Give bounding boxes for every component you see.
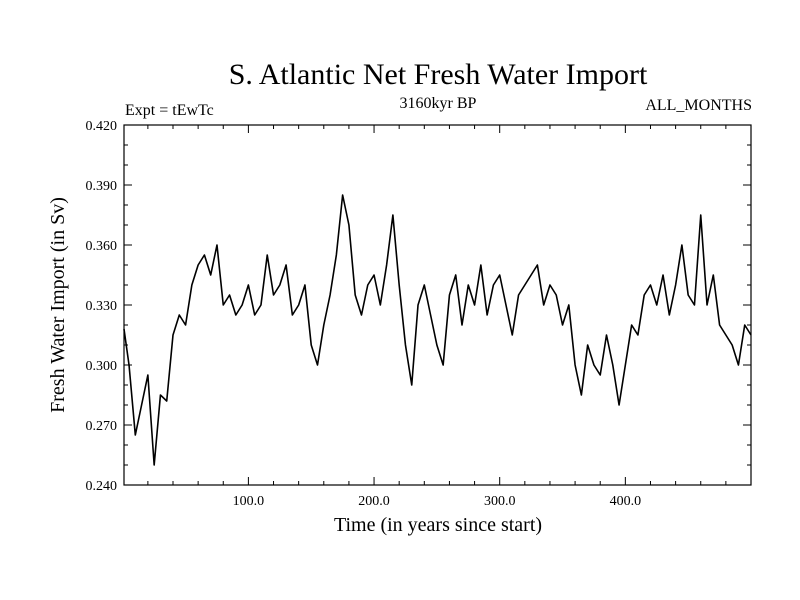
y-tick-label: 0.330	[86, 299, 118, 314]
y-axis-label: Fresh Water Import (in Sv)	[47, 197, 69, 413]
y-tick-label: 0.270	[86, 419, 118, 434]
y-tick-label: 0.420	[86, 119, 118, 134]
y-tick-label: 0.390	[86, 179, 118, 194]
y-tick-label: 0.300	[86, 359, 118, 374]
x-tick-label: 200.0	[358, 494, 390, 509]
x-tick-label: 300.0	[484, 494, 516, 509]
experiment-label: Expt = tEwTc	[125, 102, 214, 119]
chart-title: S. Atlantic Net Fresh Water Import	[229, 58, 648, 91]
axes-ticks: 100.0 200.0 300.0 400.0 0.240 0.270 0.300 0.330…	[86, 119, 751, 509]
y-tick-label: 0.360	[86, 239, 118, 254]
months-label: ALL_MONTHS	[645, 97, 752, 114]
plot-area	[123, 194, 752, 466]
x-tick-label: 400.0	[610, 494, 642, 509]
period-label: 3160kyr BP	[400, 95, 477, 112]
series-line	[123, 194, 752, 466]
y-tick-label: 0.240	[86, 479, 118, 494]
x-tick-label: 100.0	[233, 494, 265, 509]
x-axis-label: Time (in years since start)	[334, 514, 542, 536]
